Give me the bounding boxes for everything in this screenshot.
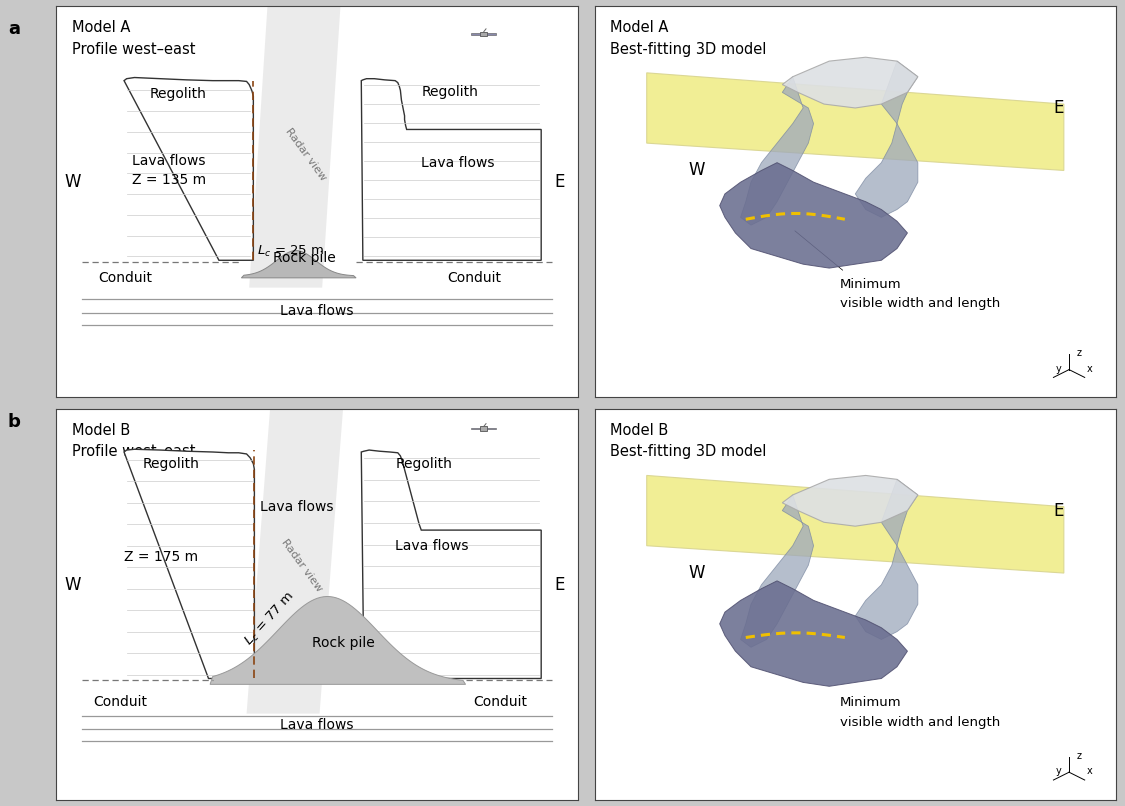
- Text: Radar view: Radar view: [279, 537, 324, 593]
- Text: $L_c$ = 25 m: $L_c$ = 25 m: [256, 244, 324, 260]
- Text: Lava flows: Lava flows: [260, 500, 333, 513]
- Text: E: E: [1053, 501, 1064, 520]
- Text: visible width and length: visible width and length: [839, 716, 1000, 729]
- Polygon shape: [855, 61, 918, 218]
- Text: Lava flows: Lava flows: [132, 154, 206, 168]
- Polygon shape: [124, 449, 254, 679]
- Text: Model A: Model A: [72, 20, 130, 35]
- Text: Z = 175 m: Z = 175 m: [124, 550, 198, 564]
- Text: Radar view: Radar view: [284, 127, 327, 183]
- Text: z: z: [1077, 348, 1082, 358]
- Bar: [487, 33, 496, 35]
- Text: b: b: [8, 413, 20, 430]
- Text: W: W: [688, 564, 705, 582]
- Polygon shape: [210, 596, 466, 684]
- Text: y: y: [1055, 364, 1062, 373]
- Text: Regolith: Regolith: [150, 87, 207, 102]
- Text: Regolith: Regolith: [142, 457, 199, 471]
- Text: Model A: Model A: [610, 20, 668, 35]
- Text: x: x: [1087, 767, 1092, 776]
- Text: Model B: Model B: [610, 422, 668, 438]
- Text: Lava flows: Lava flows: [280, 718, 353, 733]
- Text: Minimum: Minimum: [839, 696, 901, 709]
- Text: Minimum: Minimum: [839, 278, 901, 291]
- Text: W: W: [64, 575, 81, 594]
- Bar: [471, 33, 480, 35]
- Text: Conduit: Conduit: [98, 271, 152, 285]
- Text: Regolith: Regolith: [421, 85, 478, 99]
- Text: Lava flows: Lava flows: [280, 304, 353, 318]
- Text: Profile west–east: Profile west–east: [72, 42, 196, 56]
- Text: Lava flows: Lava flows: [395, 538, 469, 553]
- Text: Regolith: Regolith: [395, 457, 452, 471]
- Text: x: x: [1087, 364, 1092, 373]
- Text: E: E: [555, 173, 565, 191]
- Text: a: a: [8, 20, 20, 38]
- Polygon shape: [720, 163, 908, 268]
- Polygon shape: [361, 450, 541, 679]
- Polygon shape: [242, 251, 357, 278]
- Polygon shape: [647, 73, 1064, 170]
- Bar: [480, 31, 487, 36]
- Polygon shape: [246, 409, 343, 713]
- Text: Best-fitting 3D model: Best-fitting 3D model: [610, 42, 766, 56]
- Text: Conduit: Conduit: [474, 695, 528, 709]
- Text: visible width and length: visible width and length: [839, 297, 1000, 310]
- Polygon shape: [720, 581, 908, 686]
- Polygon shape: [782, 476, 918, 526]
- Polygon shape: [855, 480, 918, 639]
- Text: z: z: [1077, 750, 1082, 761]
- Text: $L_c$ = 77 m: $L_c$ = 77 m: [242, 589, 297, 649]
- Text: W: W: [688, 161, 705, 180]
- Text: Z = 135 m: Z = 135 m: [132, 173, 206, 187]
- Text: Profile west–east: Profile west–east: [72, 444, 196, 459]
- Polygon shape: [740, 495, 813, 647]
- Text: W: W: [64, 173, 81, 191]
- Polygon shape: [124, 77, 253, 260]
- Text: Model B: Model B: [72, 422, 130, 438]
- Text: Best-fitting 3D model: Best-fitting 3D model: [610, 444, 766, 459]
- Polygon shape: [782, 57, 918, 108]
- Text: E: E: [1053, 99, 1064, 117]
- Bar: [487, 428, 496, 430]
- Text: Conduit: Conduit: [448, 271, 502, 285]
- Text: Conduit: Conduit: [92, 695, 146, 709]
- Polygon shape: [647, 476, 1064, 573]
- Text: y: y: [1055, 767, 1062, 776]
- Text: Rock pile: Rock pile: [312, 637, 375, 650]
- Text: Rock pile: Rock pile: [272, 251, 335, 265]
- Polygon shape: [361, 79, 541, 260]
- Text: Lava flows: Lava flows: [421, 156, 495, 169]
- Polygon shape: [249, 6, 341, 288]
- Bar: [480, 426, 487, 430]
- Text: E: E: [555, 575, 565, 594]
- Bar: [471, 428, 480, 430]
- Polygon shape: [740, 77, 813, 225]
